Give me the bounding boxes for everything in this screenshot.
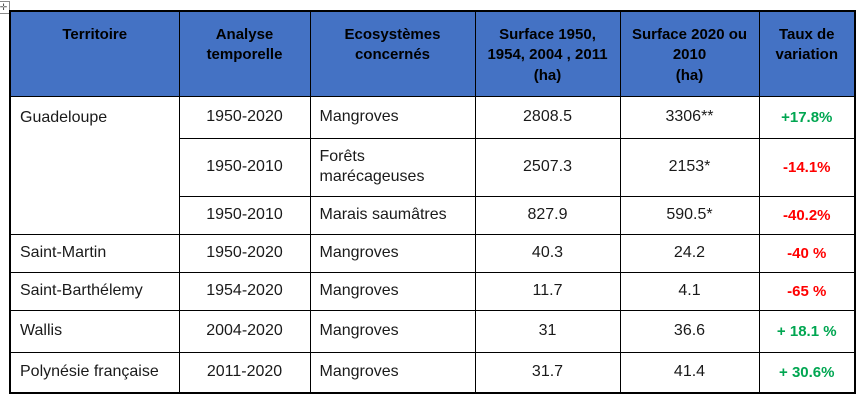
cell-taux: + 18.1 % bbox=[758, 309, 856, 353]
cell-ecosysteme: Forêts marécageuses bbox=[309, 137, 476, 197]
table-row: Guadeloupe 1950-2020 Mangroves 2808.5 33… bbox=[9, 95, 856, 235]
cell-territoire: Wallis bbox=[9, 309, 180, 353]
header-cell-surface-initiale: Surface 1950, 1954, 2004 , 2011 (ha) bbox=[474, 10, 621, 97]
cell-taux: -65 % bbox=[758, 271, 856, 311]
header-cell-surface-finale: Surface 2020 ou 2010 (ha) bbox=[619, 10, 760, 97]
header-cell-taux-variation: Taux de variation bbox=[758, 10, 856, 97]
cell-surface-initiale: 2507.3 bbox=[474, 137, 621, 197]
cell-surface-initiale: 31 bbox=[474, 309, 621, 353]
header-cell-analyse-temporelle: Analyse temporelle bbox=[178, 10, 311, 97]
table-row: Polynésie française 2011-2020 Mangroves … bbox=[9, 351, 856, 394]
cell-ecosysteme: Mangroves bbox=[309, 271, 476, 311]
cell-territoire: Polynésie française bbox=[9, 351, 180, 394]
cell-surface-finale: 24.2 bbox=[619, 233, 760, 273]
cell-surface-initiale: 11.7 bbox=[474, 271, 621, 311]
table-row: Saint-Barthélemy 1954-2020 Mangroves 11.… bbox=[9, 271, 856, 311]
cell-surface-finale: 2153* bbox=[619, 137, 760, 197]
cell-analyse: 1950-2020 bbox=[178, 95, 311, 139]
table-row: Wallis 2004-2020 Mangroves 31 36.6 + 18.… bbox=[9, 309, 856, 353]
cell-analyse: 1950-2010 bbox=[178, 137, 311, 197]
cell-surface-finale: 3306** bbox=[619, 95, 760, 139]
cell-analyse: 1950-2020 bbox=[178, 233, 311, 273]
cell-surface-initiale: 31.7 bbox=[474, 351, 621, 394]
cell-analyse: 1954-2020 bbox=[178, 271, 311, 311]
table-row: Saint-Martin 1950-2020 Mangroves 40.3 24… bbox=[9, 233, 856, 273]
table-row: 1950-2010 Marais saumâtres 827.9 590.5* … bbox=[10, 195, 856, 235]
cell-taux: + 30.6% bbox=[758, 351, 856, 394]
header-cell-territoire: Territoire bbox=[9, 10, 180, 97]
header-cell-ecosystemes: Ecosystèmes concernés bbox=[309, 10, 476, 97]
cell-analyse: 2011-2020 bbox=[178, 351, 311, 394]
cell-surface-finale: 36.6 bbox=[619, 309, 760, 353]
cell-ecosysteme: Marais saumâtres bbox=[309, 195, 476, 235]
table-row: 1950-2010 Forêts marécageuses 2507.3 215… bbox=[10, 137, 856, 197]
cell-taux: -40.2% bbox=[758, 195, 856, 235]
cell-surface-initiale: 827.9 bbox=[474, 195, 621, 235]
cell-taux: +17.8% bbox=[758, 95, 856, 139]
cell-surface-initiale: 2808.5 bbox=[474, 95, 621, 139]
cell-territoire: Saint-Martin bbox=[9, 233, 180, 273]
cell-analyse: 1950-2010 bbox=[178, 195, 311, 235]
cell-analyse: 2004-2020 bbox=[178, 309, 311, 353]
cell-territoire: Guadeloupe bbox=[9, 95, 180, 235]
cell-surface-finale: 4.1 bbox=[619, 271, 760, 311]
cell-surface-finale: 590.5* bbox=[619, 195, 760, 235]
cell-ecosysteme: Mangroves bbox=[309, 233, 476, 273]
surface-variation-table: Territoire Analyse temporelle Ecosystème… bbox=[9, 10, 856, 394]
header-row: Territoire Analyse temporelle Ecosystème… bbox=[9, 10, 856, 97]
cell-territoire: Saint-Barthélemy bbox=[9, 271, 180, 311]
cell-surface-initiale: 40.3 bbox=[474, 233, 621, 273]
table-move-handle-icon[interactable]: ✛ bbox=[0, 1, 10, 14]
cell-ecosysteme: Mangroves bbox=[309, 351, 476, 394]
cell-ecosysteme: Mangroves bbox=[309, 95, 476, 139]
cell-ecosysteme: Mangroves bbox=[309, 309, 476, 353]
cell-taux: -40 % bbox=[758, 233, 856, 273]
cell-surface-finale: 41.4 bbox=[619, 351, 760, 394]
cell-taux: -14.1% bbox=[758, 137, 856, 197]
